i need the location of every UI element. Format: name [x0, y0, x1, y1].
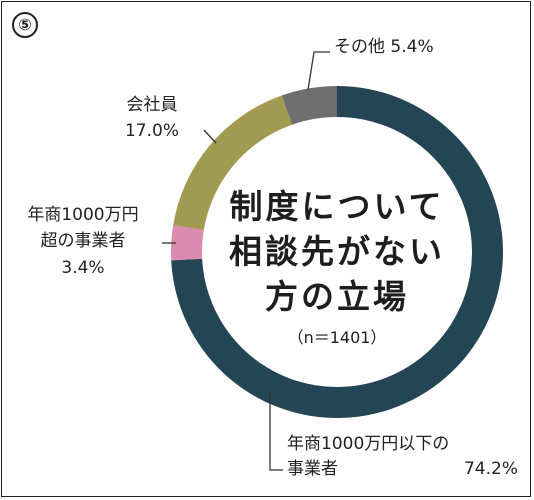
slice-label-1-line-1: 超の事業者	[41, 231, 126, 251]
leader-line-2	[203, 129, 217, 144]
donut-slice-1	[171, 225, 204, 261]
leader-line-3	[307, 51, 330, 91]
figure-number-badge: ⑤	[12, 12, 38, 38]
slice-label-1-line-0: 年商1000万円	[27, 205, 138, 225]
slice-value-1: 3.4%	[61, 258, 104, 278]
slice-label-3: その他 5.4%	[334, 37, 434, 57]
sample-size-note: （n＝1401）	[288, 328, 387, 347]
slice-label-2-line-0: 会社員	[127, 95, 178, 115]
donut-slice-3	[281, 86, 337, 125]
leader-line-0	[269, 392, 283, 471]
slice-value-2: 17.0%	[125, 121, 179, 141]
donut-slice-2	[173, 95, 293, 231]
slice-value-0: 74.2%	[464, 459, 518, 479]
slice-label-0-line-1: 事業者	[287, 459, 338, 479]
slice-label-0-line-0: 年商1000万円以下の	[287, 434, 449, 454]
center-title-line-2: 方の立場	[265, 277, 409, 316]
center-title-line-0: 制度について	[229, 187, 444, 226]
center-title-line-1: 相談先がない	[229, 232, 445, 271]
